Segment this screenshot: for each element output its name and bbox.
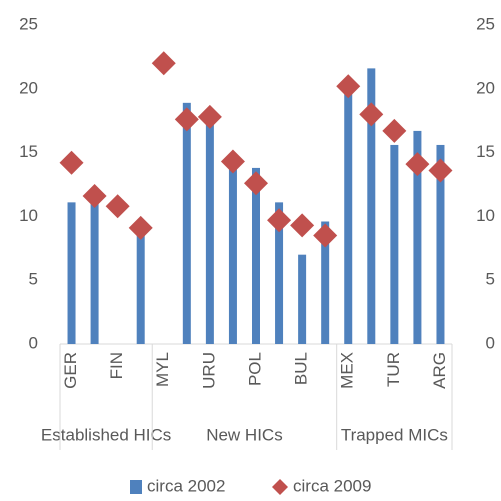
diamond-marker — [174, 107, 199, 132]
y-tick-label: 25 — [19, 14, 38, 33]
x-tick-label: TUR — [384, 352, 403, 387]
group-label: New HICs — [206, 425, 283, 444]
y2-tick-label: 0 — [486, 333, 495, 352]
bar — [321, 221, 330, 344]
bar — [413, 130, 422, 344]
x-tick-label: URU — [199, 352, 218, 389]
diamond-marker — [290, 213, 315, 238]
group-label: Trapped MICs — [341, 425, 448, 444]
diamond-marker — [313, 223, 338, 248]
bar — [367, 68, 376, 344]
bar — [252, 167, 260, 344]
legend-label: circa 2002 — [147, 476, 225, 495]
x-tick-label: BUL — [292, 352, 311, 385]
diamond-marker — [336, 74, 361, 99]
y2-tick-label: 25 — [476, 14, 495, 33]
diamond-marker — [128, 215, 153, 240]
diamond-marker — [105, 194, 130, 219]
y-tick-label: 5 — [29, 270, 38, 289]
x-tick-label: ARG — [430, 352, 449, 389]
diamond-marker — [197, 104, 222, 129]
y2-tick-label: 20 — [476, 78, 495, 97]
legend-swatch — [272, 479, 288, 495]
diamond-marker — [59, 150, 84, 175]
x-tick-label: FIN — [107, 352, 126, 379]
legend-label: circa 2009 — [293, 476, 371, 495]
diamond-marker — [405, 152, 430, 177]
diamond-marker — [382, 118, 407, 143]
group-label: Established HICs — [41, 425, 171, 444]
y-tick-label: 20 — [19, 78, 38, 97]
bar — [182, 102, 191, 344]
diamond-marker — [428, 158, 453, 183]
diamond-marker — [82, 183, 107, 208]
y-tick-label: 15 — [19, 142, 38, 161]
diamond-marker — [267, 208, 292, 233]
x-tick-label: GER — [61, 352, 80, 389]
bar — [136, 230, 145, 344]
bar — [298, 254, 307, 344]
bar — [90, 197, 99, 344]
bar — [344, 88, 353, 344]
bar — [228, 165, 237, 344]
diamond-marker — [220, 149, 245, 174]
legend-swatch — [130, 480, 142, 494]
y-tick-label: 10 — [19, 206, 38, 225]
y2-tick-label: 10 — [476, 206, 495, 225]
y2-tick-label: 5 — [486, 270, 495, 289]
bar — [436, 144, 445, 344]
bar — [275, 202, 284, 344]
y-tick-label: 0 — [29, 333, 38, 352]
x-tick-label: POL — [245, 352, 264, 386]
diamond-marker — [151, 51, 176, 76]
y2-tick-label: 15 — [476, 142, 495, 161]
bar — [67, 202, 76, 344]
diamond-marker — [244, 171, 268, 196]
diamond-marker — [359, 102, 384, 127]
bar — [390, 144, 399, 344]
x-tick-label: MYL — [153, 352, 172, 387]
x-tick-label: MEX — [338, 352, 357, 389]
bar — [205, 118, 214, 344]
